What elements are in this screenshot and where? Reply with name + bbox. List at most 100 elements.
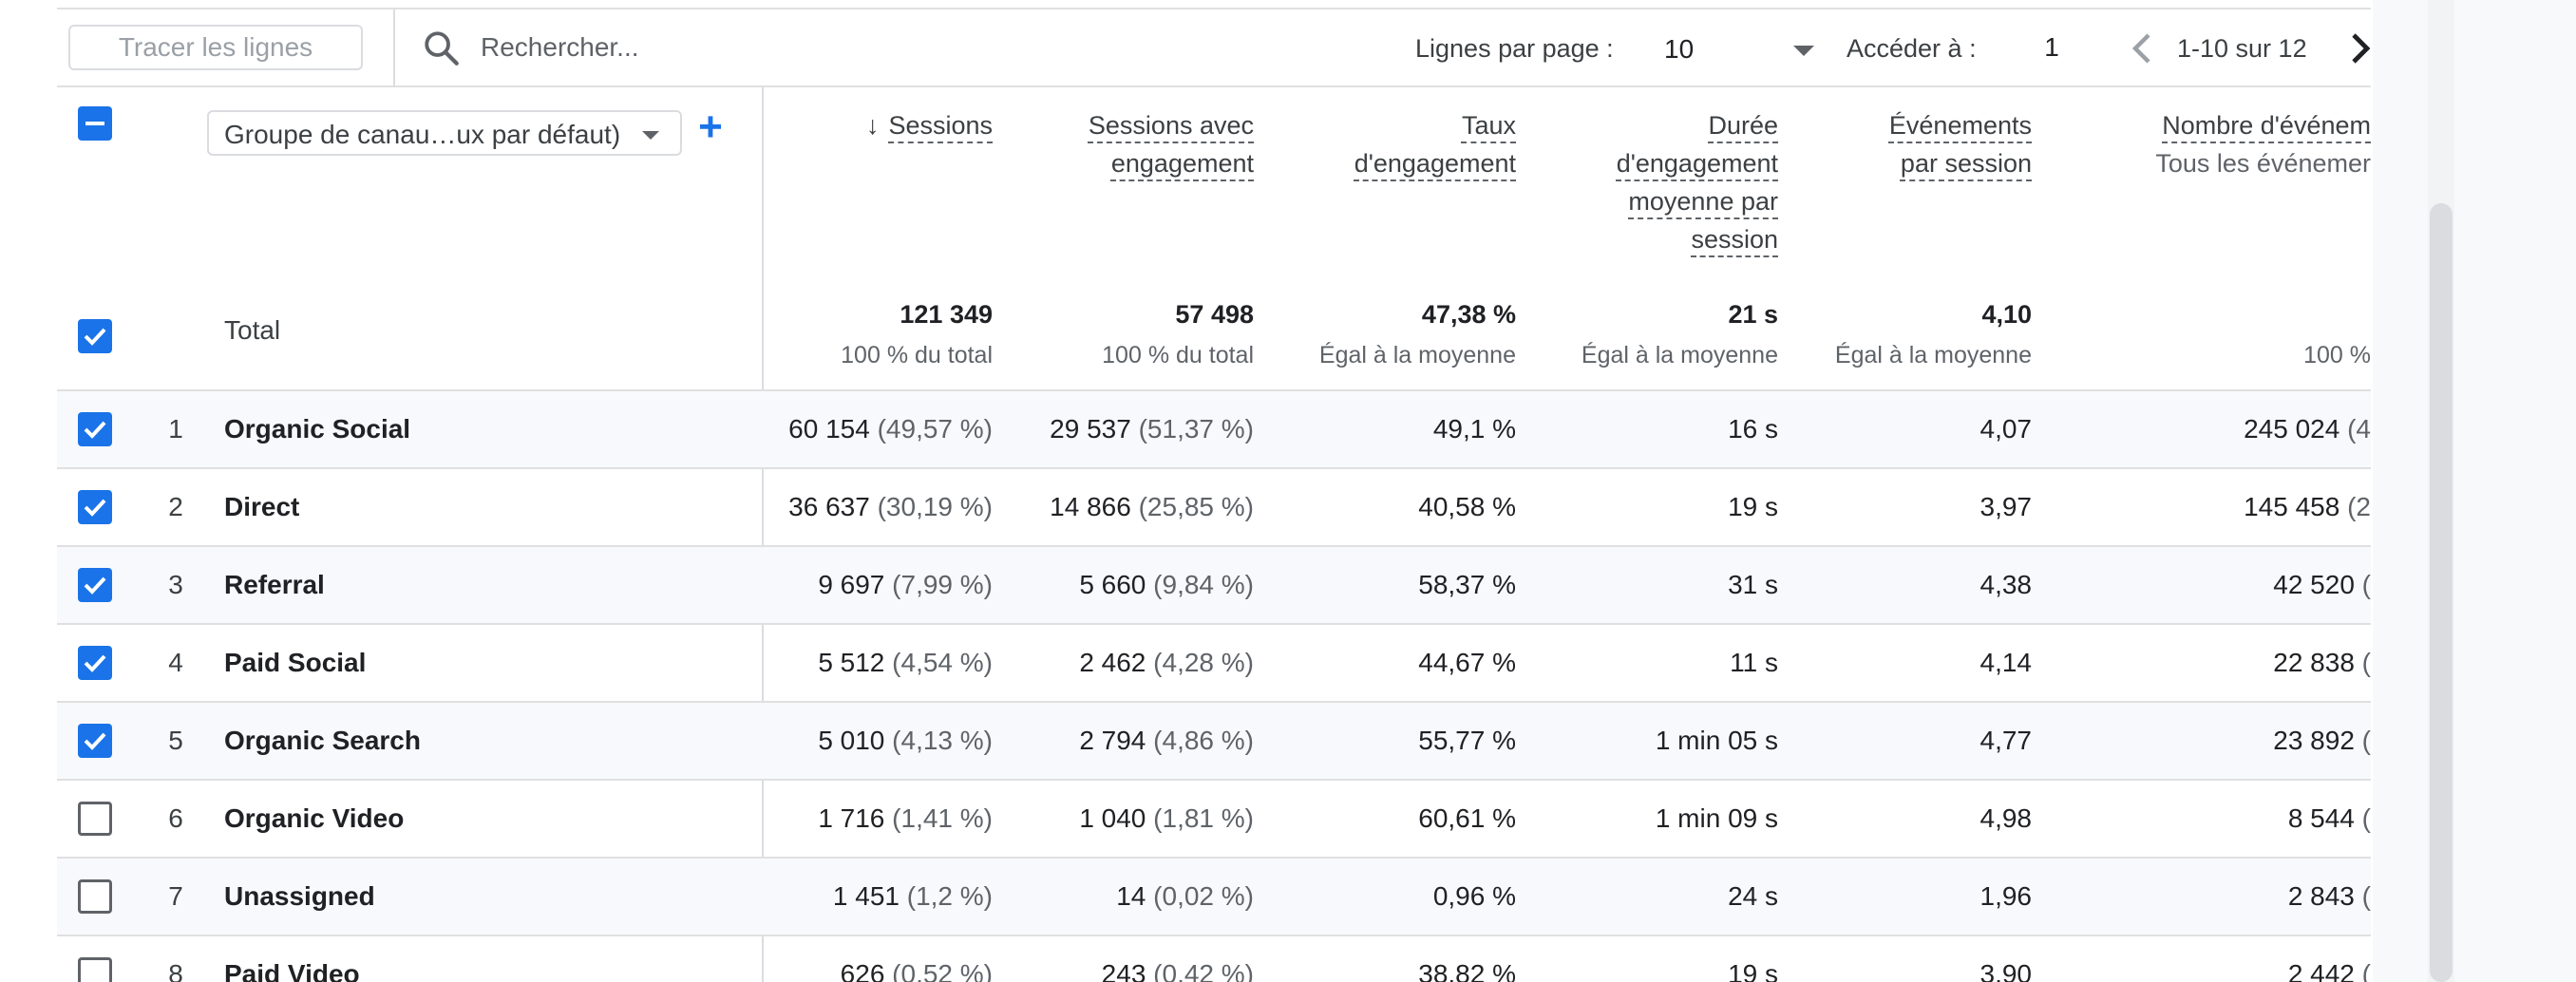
metric-cell: 24 s [1728, 881, 1778, 912]
metric-value: 626 [840, 959, 885, 982]
row-dimension-value[interactable]: Paid Video [224, 959, 360, 982]
table-row[interactable]: 5 Organic Search 5 010 (4,13 %) 2 794 (4,86… [57, 701, 2371, 779]
metric-value: 1 min 05 s [1655, 726, 1778, 755]
row-dimension-value[interactable]: Direct [224, 492, 300, 521]
row-checkbox[interactable] [78, 568, 112, 602]
metric-value: 44,67 % [1418, 648, 1516, 677]
total-value: 57 498 [1175, 300, 1254, 329]
dimension-select[interactable]: Groupe de canau…ux par défaut) [207, 110, 682, 156]
column-header-line: engagement [1089, 144, 1254, 182]
metric-value: 1,96 [1979, 881, 2033, 911]
metric-cell: 58,37 % [1418, 570, 1516, 600]
metric-cell: 4,07 [1980, 414, 2033, 444]
caret-down-icon [642, 131, 659, 140]
search-input[interactable] [481, 27, 1146, 68]
table-row[interactable]: 8 Paid Video 626 (0,52 %) 243 (0,42 %) 38,82… [57, 935, 2371, 982]
metric-cell: 40,58 % [1418, 492, 1516, 522]
metric-value: 1 min 09 s [1655, 803, 1778, 833]
metric-cell: 1 min 09 s [1656, 803, 1778, 834]
metric-value: 38,82 % [1418, 959, 1516, 982]
row-checkbox[interactable] [78, 724, 112, 758]
column-header[interactable]: Taux d'engagement [1354, 106, 1516, 182]
metric-cell: 36 637 (30,19 %) [788, 492, 993, 522]
row-checkbox[interactable] [78, 802, 112, 836]
table-row[interactable]: 6 Organic Video 1 716 (1,41 %) 1 040 (1,81 … [57, 779, 2371, 857]
checkmark-icon [84, 576, 106, 595]
metric-percent: (30,19 %) [877, 492, 993, 521]
metric-value: 0,96 % [1432, 881, 1516, 911]
select-all-checkbox[interactable] [78, 106, 112, 141]
row-checkbox[interactable] [78, 412, 112, 446]
metric-value: 2 794 [1079, 726, 1146, 755]
metric-percent: (4 [2347, 414, 2371, 444]
table-edge [2371, 0, 2373, 982]
column-header[interactable]: Sessions avec engagement [1089, 106, 1254, 182]
row-checkbox[interactable] [78, 646, 112, 680]
column-header[interactable]: Nombre d'événem Tous les événemer [2155, 106, 2371, 182]
table-row[interactable]: 3 Referral 9 697 (7,99 %) 5 660 (9,84 %) 58,… [57, 545, 2371, 623]
row-dimension-value[interactable]: Referral [224, 570, 325, 599]
metric-cell: 4,38 [1980, 570, 2033, 600]
row-dimension-value[interactable]: Organic Social [224, 414, 411, 444]
metric-percent: (1,41 %) [892, 803, 993, 833]
metric-value: 58,37 % [1418, 570, 1516, 599]
plot-rows-button[interactable]: Tracer les lignes [68, 25, 363, 70]
chevron-down-icon [1793, 46, 1814, 56]
metric-value: 5 010 [818, 726, 885, 755]
add-dimension-plus-icon[interactable]: + [698, 104, 723, 150]
metric-percent: (4,86 %) [1153, 726, 1254, 755]
metric-percent: (1,81 %) [1153, 803, 1254, 833]
metric-cell: 14 866 (25,85 %) [1050, 492, 1254, 522]
table-row[interactable]: 1 Organic Social 60 154 (49,57 %) 29 537 (5… [57, 389, 2371, 467]
row-dimension-value[interactable]: Unassigned [224, 881, 375, 911]
metric-value: 55,77 % [1418, 726, 1516, 755]
total-value: 121 349 [900, 300, 993, 329]
arrow-down-icon[interactable]: ↓ [865, 111, 880, 140]
row-checkbox[interactable] [78, 957, 112, 982]
row-index: 3 [168, 570, 183, 599]
total-subtitle: Égal à la moyenne [1581, 342, 1778, 368]
rows-per-page-select[interactable]: 10 [1653, 23, 1839, 76]
rows-per-page-value: 10 [1664, 34, 1695, 64]
metric-cell: 0,96 % [1433, 881, 1516, 912]
metric-cell: 1 451 (1,2 %) [833, 881, 993, 912]
table-row[interactable]: 2 Direct 36 637 (30,19 %) 14 866 (25,85 %) 4… [57, 467, 2371, 545]
column-header-line: Sessions avec [1089, 106, 1254, 144]
total-checkbox[interactable] [78, 319, 112, 353]
column-header[interactable]: Événements par session [1889, 106, 2032, 182]
metric-cell: 19 s [1728, 959, 1778, 982]
chevron-left-icon[interactable] [2120, 25, 2166, 72]
column-header-text: session [1691, 225, 1778, 254]
metric-percent: ( [2361, 881, 2371, 911]
row-index: 5 [168, 726, 183, 755]
metric-cell: 2 843 ( [2288, 881, 2371, 912]
metric-percent: ( [2361, 570, 2371, 599]
row-dimension-value[interactable]: Organic Video [224, 803, 405, 833]
metric-value: 4,14 [1979, 648, 2033, 677]
column-header-line: d'engagement [1354, 144, 1516, 182]
metric-value: 19 s [1728, 959, 1778, 982]
total-subtitle: 100 % du total [1102, 342, 1254, 368]
metric-percent: (0,52 %) [892, 959, 993, 982]
table-row[interactable]: 7 Unassigned 1 451 (1,2 %) 14 (0,02 %) 0,96 … [57, 857, 2371, 935]
metric-value: 22 838 [2273, 648, 2355, 677]
checkmark-icon [84, 732, 106, 750]
metric-value: 4,38 [1979, 570, 2033, 599]
chevron-right-icon[interactable] [2337, 25, 2382, 72]
total-subtitle: 100 % du total [841, 342, 993, 368]
metric-value: 2 462 [1079, 648, 1146, 677]
row-checkbox[interactable] [78, 490, 112, 524]
table-row[interactable]: 4 Paid Social 5 512 (4,54 %) 2 462 (4,28 %)… [57, 623, 2371, 701]
column-header[interactable]: Durée d'engagement moyenne par session [1617, 106, 1778, 258]
goto-page-input[interactable] [2014, 27, 2090, 68]
column-header[interactable]: ↓ Sessions [866, 106, 993, 144]
metric-value: 1 451 [832, 881, 900, 911]
row-dimension-value[interactable]: Paid Social [224, 648, 367, 677]
row-dimension-value[interactable]: Organic Search [224, 726, 421, 755]
scrollbar-thumb[interactable] [2430, 203, 2453, 982]
rows-per-page-label: Lignes par page : [1415, 34, 1614, 63]
metric-cell: 22 838 ( [2273, 648, 2371, 678]
row-checkbox[interactable] [78, 879, 112, 914]
column-header-line: par session [1889, 144, 2032, 182]
metric-value: 2 442 [2287, 959, 2355, 982]
